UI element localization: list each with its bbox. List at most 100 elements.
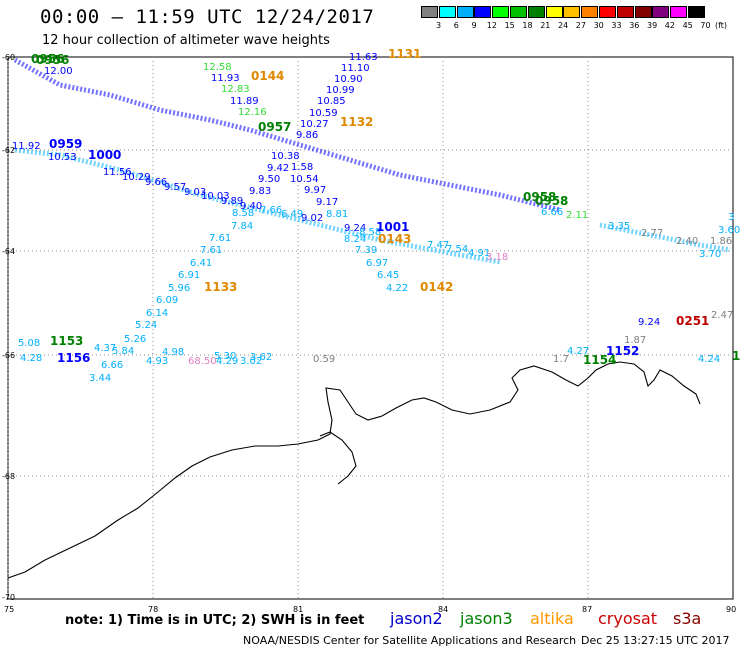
colorbar-tick: 18 [522,21,533,30]
pass-time-label: 0957 [258,120,291,134]
pass-time-label: 1001 [376,220,409,234]
swh-value-label: 7.61 [209,233,231,244]
swh-value-label: 6.66 [101,360,123,371]
colorbar-swatch [616,6,634,18]
colorbar-swatch [688,6,705,18]
swh-value-label: 4.29 [216,356,238,367]
swh-value-label: 1.86 [710,236,732,247]
swh-value-label: 8.81 [326,209,348,220]
swh-value-label: 3.60 [718,225,740,236]
swh-value-label: 3.62 [250,352,272,363]
swh-value-label: 8.24 [344,234,366,245]
satellite-cryosat: cryosat [598,609,658,628]
pass-time-label: 1000 [88,148,121,162]
altimeter-track [14,147,501,265]
swh-value-label: 10.38 [271,151,300,162]
colorbar-swatch [670,6,688,18]
swh-value-label: 6.45 [377,270,399,281]
pass-time-label: 1133 [204,280,237,294]
swh-value-label: 10.99 [326,85,355,96]
pass-time-label: 0958 [535,194,568,208]
colorbar-tick: 42 [664,21,675,30]
pass-time-label: 0142 [420,280,453,294]
swh-value-label: 9.97 [304,185,326,196]
swh-value-label: 1.87 [624,335,646,346]
pass-time-label: 0143 [378,232,411,246]
credit-line: NOAA/NESDIS Center for Satellite Applica… [243,634,577,647]
swh-value-label: 68.50 [188,356,217,367]
swh-value-label: 12.16 [238,107,267,118]
pass-time-label: 0956 [31,52,64,66]
swh-value-label: 4.24 [698,354,720,365]
colorbar-tick: 45 [682,21,693,30]
pass-time-label: 1 [732,349,740,363]
pass-time-label: 0959 [49,137,82,151]
swh-value-label: 5.26 [124,334,146,345]
pass-time-label: 0958 [523,190,556,204]
colorbar-tick: 9 [471,21,477,30]
swh-value-label: 9.40 [240,201,262,212]
lat-tick: -70 [2,593,16,602]
swh-value-label: 6.41 [190,258,212,269]
swh-value-label: 5.24 [135,320,157,331]
swh-value-label: 9.57 [164,182,186,193]
swh-value-label: 9.24 [638,317,660,328]
pass-time-label: 1153 [50,334,83,348]
satellite-s3a: s3a [673,609,702,628]
pass-time-label: 1132 [340,115,373,129]
swh-value-label: 9.83 [249,186,271,197]
pass-time-label: 0144 [251,69,284,83]
swh-value-label: 10.29 [122,172,151,183]
swh-labels: 11.63 113111.1010.9010.9910.8510.5910.279… [12,47,740,384]
swh-value-label: 11.92 [12,141,41,152]
swh-value-label: 3 [728,212,734,223]
lon-tick: 81 [293,605,304,614]
altimeter-track [599,222,731,253]
pass-time-label: 1131 [388,47,421,61]
swh-value-label: 5.30 [214,351,236,362]
colorbar-tick: 24 [558,21,569,30]
map-frame [7,56,734,600]
graticule [7,57,733,599]
swh-value-label: 9.86 [296,130,318,141]
colorbar-tick: 15 [504,21,515,30]
colorbar-swatch [474,6,492,18]
swh-value-label: 10.53 [48,152,77,163]
lat-tick: -62 [2,146,16,155]
swh-value-label: 3.70 [699,249,721,260]
satellite-jason3: jason3 [460,609,513,628]
swh-value-label: 7.47 [427,240,449,251]
colorbar-swatch [581,6,599,18]
lat-tick: -60 [2,53,16,62]
footnote: note: 1) Time is in UTC; 2) SWH is in fe… [65,613,365,628]
satellite-altika: altika [530,609,574,628]
swh-value-label: 11.89 [230,96,259,107]
lat-tick: -64 [2,247,16,256]
swh-value-label: 4.91 [468,248,490,259]
colorbar-tick: 30 [593,21,604,30]
swh-value-label: 9.89 [221,196,243,207]
swh-value-label: 2.40 [676,236,698,247]
swh-value-label: 6.66 [541,207,563,218]
swh-value-label: 9.50 [258,174,280,185]
swh-value-label: 1.58 [291,162,313,173]
colorbar-swatch [527,6,545,18]
generated-timestamp: Dec 25 13:27:15 UTC 2017 [581,634,730,647]
swh-value-label: 4.93 [146,356,168,367]
colorbar-tick: 39 [647,21,658,30]
swh-value-label: 0.59 [313,354,335,365]
swh-value-label: 6.49 [281,209,303,220]
lat-tick: -68 [2,472,16,481]
swh-value-label: 6.97 [366,258,388,269]
map-title: 00:00 – 11:59 UTC 12/24/2017 [40,6,375,28]
colorbar-tick: 27 [575,21,586,30]
swh-value-label: 2.77 [641,228,663,239]
colorbar-swatch [652,6,670,18]
swh-value-label: 5.96 [168,283,190,294]
swh-value-label: 10.90 [334,74,363,85]
swh-value-label: 7.54 [446,244,468,255]
swh-value-label: 6.09 [156,295,178,306]
swh-value-label: 10.59 [309,108,338,119]
colorbar-tick: 70 [700,21,711,30]
swh-value-label: 12.00 [44,66,73,77]
